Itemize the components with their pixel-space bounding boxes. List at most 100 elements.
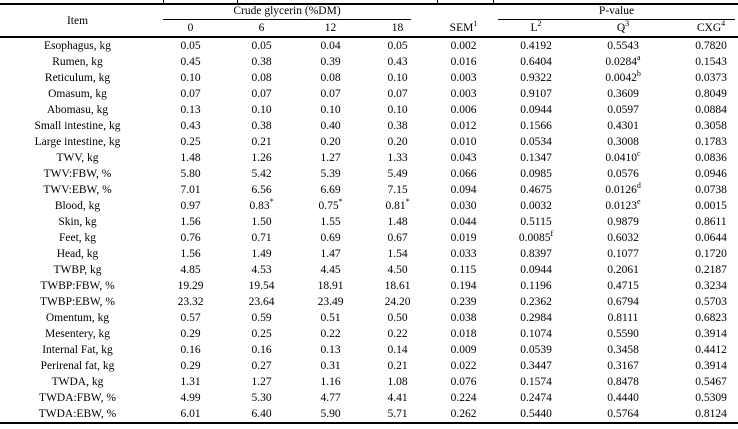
- row-item-label: Feet, kg: [58, 232, 97, 244]
- footnote-marker: *: [338, 198, 343, 207]
- footnote-marker: c: [637, 150, 641, 159]
- footnote-marker: *: [405, 198, 410, 207]
- row-value-cell: 0.05: [180, 40, 201, 52]
- row-value-cell: 5.90: [320, 408, 341, 420]
- row-value-cell: 0.0126d: [605, 182, 641, 196]
- row-item-label: Internal Fat, kg: [42, 344, 113, 356]
- row-value-cell: 1.47: [320, 248, 341, 260]
- row-value-cell: 7.15: [387, 184, 408, 196]
- row-value-cell: 0.2061: [607, 264, 639, 276]
- row-value-cell: 7.01: [180, 184, 201, 196]
- row-value-cell: 0.6823: [695, 312, 727, 324]
- row-value-cell: 5.30: [251, 392, 272, 404]
- row-value-cell: 5.49: [387, 168, 408, 180]
- row-value-cell: 0.0539: [520, 344, 552, 356]
- row-value-cell: 0.4301: [607, 120, 639, 132]
- row-value-cell: 0.5543: [607, 40, 639, 52]
- row-value-cell: 5.42: [251, 168, 272, 180]
- row-value-cell: 0.2187: [695, 264, 727, 276]
- row-value-cell: 0.012: [450, 120, 477, 132]
- row-value-cell: 0.0985: [520, 168, 552, 180]
- table-row: Feet, kg 0.76 0.71 0.69 0.67 0.019 0.0085f 0.60…: [0, 230, 738, 246]
- row-value-cell: 0.002: [450, 40, 477, 52]
- row-value-cell: 0.5115: [520, 216, 552, 228]
- row-value-cell: 0.40: [320, 120, 341, 132]
- row-value-cell: 0.6794: [607, 296, 639, 308]
- row-value-cell: 0.16: [180, 344, 201, 356]
- row-value-cell: 0.3914: [695, 328, 727, 340]
- row-value-cell: 6.40: [251, 408, 272, 420]
- row-value-cell: 6.01: [180, 408, 201, 420]
- row-item-label: Perirenal fat, kg: [40, 360, 115, 372]
- row-value-cell: 0.43: [387, 56, 408, 68]
- row-value-cell: 1.56: [180, 216, 201, 228]
- row-value-cell: 0.25: [251, 328, 272, 340]
- row-value-cell: 1.08: [387, 376, 408, 388]
- row-value-cell: 0.030: [450, 200, 477, 212]
- row-value-cell: 0.9879: [607, 216, 639, 228]
- row-value-cell: 0.81*: [385, 198, 410, 212]
- row-value-cell: 4.99: [180, 392, 201, 404]
- table-row: Large intestine, kg 0.25 0.21 0.20 0.20 0.010…: [0, 134, 738, 150]
- row-value-cell: 0.10: [180, 72, 201, 84]
- row-value-cell: 0.115: [450, 264, 477, 276]
- row-value-cell: 0.10: [387, 104, 408, 116]
- row-item-label: Esophagus, kg: [43, 40, 112, 52]
- row-value-cell: 0.262: [450, 408, 477, 420]
- row-value-cell: 0.5764: [607, 408, 639, 420]
- row-value-cell: 0.0042b: [605, 70, 641, 84]
- row-value-cell: 4.85: [180, 264, 201, 276]
- row-value-cell: 0.4675: [520, 184, 552, 196]
- row-value-cell: 0.094: [450, 184, 477, 196]
- row-value-cell: 19.29: [177, 280, 204, 292]
- row-value-cell: 0.0576: [607, 168, 639, 180]
- footnote-marker: a: [637, 54, 641, 63]
- row-value-cell: 0.1543: [695, 56, 727, 68]
- table-row: Small intestine, kg 0.43 0.38 0.40 0.38 0.012…: [0, 118, 738, 134]
- row-item-label: TWBP:EBW, %: [40, 296, 115, 308]
- row-item-label: TWBP:FBW, %: [40, 280, 115, 292]
- row-value-cell: 0.044: [450, 216, 477, 228]
- row-value-cell: 0.76: [180, 232, 201, 244]
- row-value-cell: 0.003: [450, 72, 477, 84]
- row-value-cell: 0.1196: [520, 280, 552, 292]
- table-row: TWBP, kg 4.85 4.53 4.45 4.50 0.115 0.0944 0.206…: [0, 262, 738, 278]
- table-header: Item Crude glycerin (%DM) P-value 0 6 12…: [0, 4, 738, 38]
- row-item-label: Mesentery, kg: [44, 328, 111, 340]
- top-tick-mark: [493, 0, 494, 3]
- table-row: Skin, kg 1.56 1.50 1.55 1.48 0.044 0.5115 0.987…: [0, 214, 738, 230]
- results-table: Item Crude glycerin (%DM) P-value 0 6 12…: [0, 3, 738, 424]
- row-value-cell: 0.0284a: [605, 54, 641, 68]
- row-value-cell: 0.0836: [695, 152, 727, 164]
- row-value-cell: 0.9322: [520, 72, 552, 84]
- row-value-cell: 0.22: [320, 328, 341, 340]
- row-value-cell: 0.0597: [607, 104, 639, 116]
- row-value-cell: 0.3008: [607, 136, 639, 148]
- row-value-cell: 23.49: [317, 296, 344, 308]
- row-value-cell: 0.13: [320, 344, 341, 356]
- row-value-cell: 0.0738: [695, 184, 727, 196]
- table-row: TWDA:FBW, % 4.99 5.30 4.77 4.41 0.224 0.2474 0.…: [0, 390, 738, 406]
- row-value-cell: 0.22: [387, 328, 408, 340]
- row-item-label: TWDA:FBW, %: [39, 392, 116, 404]
- row-value-cell: 0.43: [180, 120, 201, 132]
- row-value-cell: 0.4412: [695, 344, 727, 356]
- row-value-cell: 0.97: [180, 200, 201, 212]
- row-value-cell: 0.009: [450, 344, 477, 356]
- column-header-6: 6: [226, 20, 297, 38]
- row-value-cell: 1.27: [320, 152, 341, 164]
- column-header-l: L2: [496, 20, 576, 38]
- row-value-cell: 0.45: [180, 56, 201, 68]
- row-value-cell: 0.67: [387, 232, 408, 244]
- row-value-cell: 0.05: [251, 40, 272, 52]
- row-value-cell: 0.83*: [249, 198, 274, 212]
- row-value-cell: 0.2362: [520, 296, 552, 308]
- table-row: TWDA:EBW, % 6.01 6.40 5.90 5.71 0.262 0.5440 0.…: [0, 406, 738, 423]
- row-value-cell: 5.39: [320, 168, 341, 180]
- row-value-cell: 1.54: [387, 248, 408, 260]
- table-row: Perirenal fat, kg 0.29 0.27 0.31 0.21 0.022 0.…: [0, 358, 738, 374]
- row-value-cell: 0.8478: [607, 376, 639, 388]
- row-item-label: Omentum, kg: [45, 312, 110, 324]
- table-row: Head, kg 1.56 1.49 1.47 1.54 0.033 0.8397 0.107…: [0, 246, 738, 262]
